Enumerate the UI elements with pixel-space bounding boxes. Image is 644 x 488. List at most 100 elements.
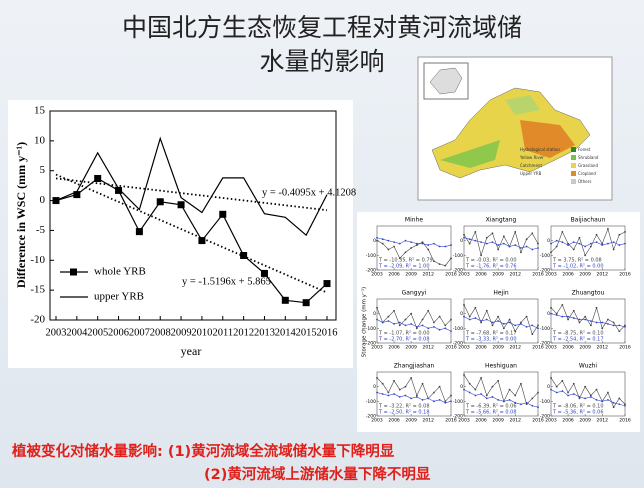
data-point (450, 330, 452, 333)
data-point (480, 254, 482, 257)
data-point (567, 318, 569, 321)
data-point (508, 318, 511, 321)
data-point (537, 242, 539, 245)
trend-equation: y = -0.4095x + 4.1208 (262, 187, 356, 198)
x-tick-label: 2003 (371, 418, 383, 424)
x-tick-label: 2016 (532, 418, 544, 424)
data-point (463, 315, 465, 318)
y-tick-label: -10 (30, 254, 45, 266)
data-point (387, 394, 390, 397)
data-point (550, 251, 552, 254)
y-tick-label: 0 (547, 238, 550, 244)
data-point (589, 320, 592, 322)
data-point (561, 303, 564, 306)
data-point (468, 238, 471, 241)
panel-title: Baijiachaun (571, 217, 606, 224)
panel-frame (376, 371, 452, 417)
y-tick-label: -200 (540, 268, 550, 274)
data-point (438, 385, 441, 388)
series-line (376, 237, 452, 247)
data-point (612, 321, 615, 324)
data-point (514, 394, 517, 397)
data-point (398, 321, 401, 324)
data-point (410, 376, 413, 379)
data-point (491, 396, 494, 398)
panel-note: T = -2.50, R² = 0.18 (378, 410, 430, 416)
data-point (474, 388, 477, 391)
panel-note: T = -7.68, R² = 0.17 (465, 331, 517, 337)
data-point (410, 241, 413, 244)
caption: (2)黄河流域上游储水量下降不明显 (204, 467, 431, 483)
x-tick-label: 2012 (510, 272, 522, 278)
panel-note: T = -8.06, R² = 0.10 (552, 404, 604, 410)
data-point (491, 321, 494, 324)
legend-marker (70, 268, 77, 276)
data-point (433, 391, 435, 394)
data-point (595, 241, 598, 244)
data-point (427, 309, 430, 312)
map-legend-label: Forest (578, 147, 591, 152)
data-point (595, 321, 598, 324)
data-point (561, 241, 564, 244)
data-point (398, 388, 401, 391)
data-point (525, 403, 528, 406)
data-point (450, 257, 452, 260)
x-tick-label: 2016 (445, 345, 457, 351)
data-point (156, 198, 164, 206)
data-point (514, 244, 517, 246)
x-tick-label: 2005 (87, 327, 108, 338)
x-tick-label: 2003 (371, 345, 383, 351)
series-line (55, 136, 328, 237)
panel-title: Wuzhi (579, 363, 597, 370)
data-point (572, 317, 575, 319)
data-point (491, 241, 494, 244)
data-point (376, 318, 378, 321)
x-tick-label: 2006 (388, 272, 400, 278)
data-point (555, 385, 558, 388)
data-point (438, 315, 441, 318)
data-point (595, 306, 598, 309)
panel-title: Xiangtang (486, 217, 517, 224)
data-point (567, 244, 569, 246)
legend-swatch (571, 163, 576, 168)
x-tick-label: 2006 (475, 418, 487, 424)
x-tick-label: 2016 (619, 272, 631, 278)
data-point (94, 174, 102, 182)
data-point (387, 315, 390, 318)
data-point (567, 394, 569, 397)
data-point (502, 242, 505, 245)
data-point (398, 324, 401, 327)
panel-note: T = -2.70, R² = 0.08 (378, 337, 430, 343)
data-point (531, 333, 534, 336)
data-point (589, 242, 592, 245)
x-tick-label: 2009 (405, 272, 417, 278)
map-legend-label: Grassland (578, 163, 598, 168)
x-tick-label: 2006 (562, 345, 574, 351)
data-point (618, 233, 621, 236)
data-point (537, 247, 539, 249)
x-tick-label: 2016 (445, 418, 457, 424)
x-tick-label: 2010 (191, 327, 212, 338)
data-point (260, 269, 268, 277)
x-tick-label: 2016 (532, 345, 544, 351)
data-point (177, 201, 185, 209)
data-point (427, 244, 430, 246)
panel-frame (376, 225, 452, 271)
data-point (624, 230, 626, 233)
data-point (531, 324, 534, 327)
data-point (398, 396, 401, 398)
data-point (555, 391, 558, 394)
data-point (520, 247, 522, 249)
data-point (404, 394, 407, 397)
data-point (376, 236, 378, 239)
data-point (612, 324, 615, 327)
y-tick-label: 0 (373, 238, 376, 244)
data-point (421, 318, 424, 321)
x-tick-label: 2009 (492, 345, 504, 351)
panel-note: T = -2.54, R² = 0.17 (552, 337, 604, 343)
map-legend-label: Upper YRB (520, 171, 542, 176)
panel-note: T = -3.22, R² = 0.08 (378, 404, 430, 410)
x-tick-label: 2014 (275, 327, 297, 338)
data-point (398, 242, 401, 245)
data-point (450, 400, 452, 403)
